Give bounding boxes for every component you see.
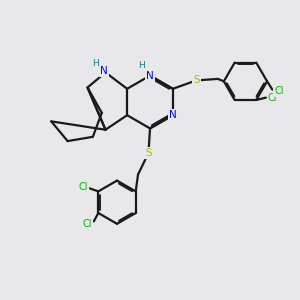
Text: N: N xyxy=(100,66,108,76)
Text: Cl: Cl xyxy=(79,182,88,192)
Text: N: N xyxy=(146,70,154,81)
Text: Cl: Cl xyxy=(268,93,277,103)
Text: S: S xyxy=(193,75,200,85)
Text: H: H xyxy=(92,59,99,68)
Text: N: N xyxy=(169,110,177,120)
Text: S: S xyxy=(145,148,152,158)
Text: H: H xyxy=(138,61,145,70)
Text: Cl: Cl xyxy=(82,219,92,229)
Text: Cl: Cl xyxy=(274,86,284,96)
